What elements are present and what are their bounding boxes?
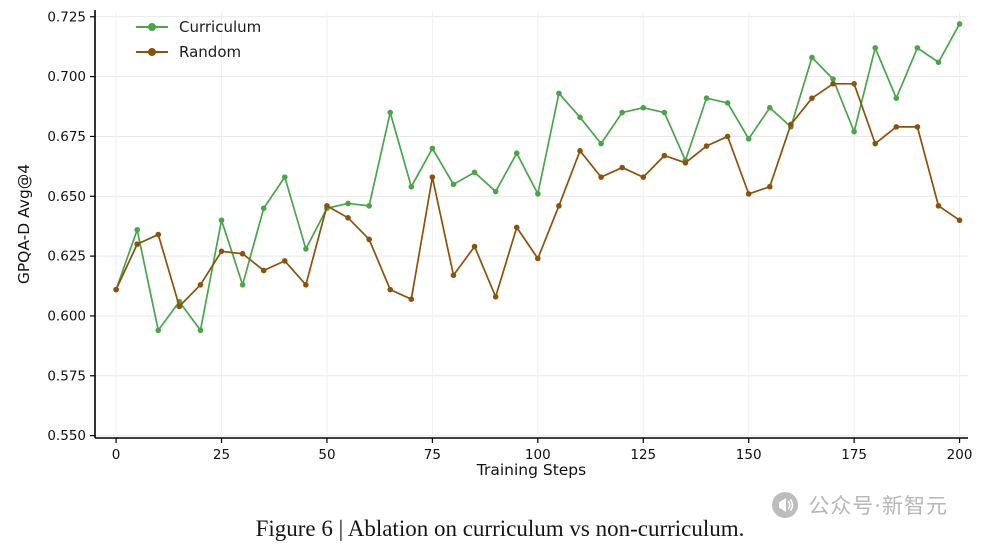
random-line-swatch bbox=[136, 47, 168, 57]
svg-text:0.625: 0.625 bbox=[47, 249, 86, 265]
curriculum-marker-sample bbox=[148, 23, 156, 31]
svg-text:75: 75 bbox=[424, 447, 441, 463]
x-axis-label: Training Steps bbox=[476, 461, 587, 479]
line-chart: 0.550 0.575 0.600 0.625 0.650 0.675 0.700 0.725… bbox=[15, 9, 973, 479]
svg-text:50: 50 bbox=[318, 447, 335, 463]
svg-text:0.725: 0.725 bbox=[47, 9, 86, 25]
svg-text:175: 175 bbox=[841, 447, 867, 463]
svg-text:0.550: 0.550 bbox=[47, 428, 86, 444]
legend-item-random: Random bbox=[136, 43, 261, 61]
y-axis-label: GPQA-D Avg@4 bbox=[15, 163, 33, 285]
legend-label-curriculum: Curriculum bbox=[179, 18, 262, 36]
watermark-text: 公众号·新智元 bbox=[808, 494, 948, 518]
figure-caption: Figure 6 | Ablation on curriculum vs non… bbox=[255, 516, 745, 541]
legend: Curriculum Random bbox=[136, 18, 261, 61]
svg-text:0.575: 0.575 bbox=[47, 368, 86, 384]
svg-text:200: 200 bbox=[947, 447, 973, 463]
svg-text:100: 100 bbox=[525, 447, 551, 463]
watermark: 公众号·新智元 bbox=[771, 490, 948, 520]
chart-canvas: 0.550 0.575 0.600 0.625 0.650 0.675 0.700 0.725… bbox=[47, 9, 973, 463]
svg-text:0.650: 0.650 bbox=[47, 189, 86, 205]
legend-label-random: Random bbox=[179, 43, 242, 61]
curriculum-line-swatch bbox=[136, 22, 168, 32]
svg-text:150: 150 bbox=[736, 447, 762, 463]
legend-item-curriculum: Curriculum bbox=[136, 18, 261, 36]
svg-text:0.700: 0.700 bbox=[47, 69, 86, 85]
svg-text:0.600: 0.600 bbox=[47, 308, 86, 324]
svg-text:0: 0 bbox=[112, 447, 121, 463]
svg-text:0.675: 0.675 bbox=[47, 129, 86, 145]
wechat-icon bbox=[771, 491, 799, 519]
svg-text:125: 125 bbox=[630, 447, 656, 463]
random-marker-sample bbox=[148, 48, 156, 56]
svg-text:25: 25 bbox=[213, 447, 230, 463]
